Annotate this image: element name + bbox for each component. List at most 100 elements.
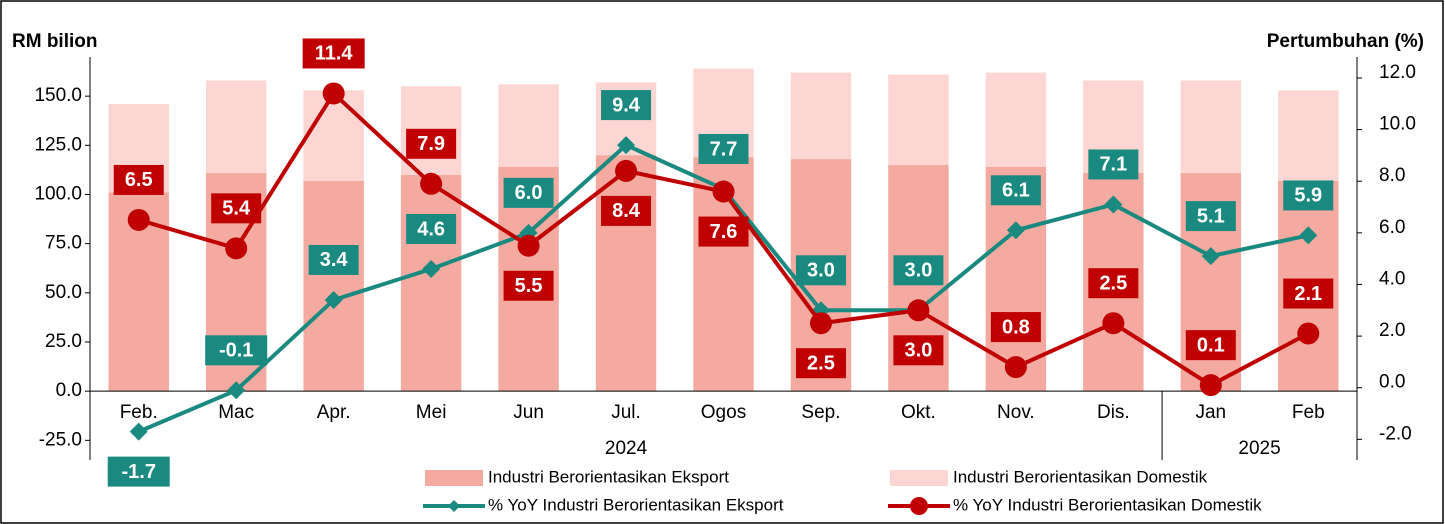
marker — [712, 180, 735, 203]
value-label: 2.5 — [807, 352, 835, 374]
y2-tick-label: 2.0 — [1379, 320, 1405, 341]
marker — [809, 312, 832, 335]
value-label: 3.4 — [320, 249, 349, 271]
y2-tick-label: 0.0 — [1379, 372, 1405, 393]
x-tick-label: Nov. — [997, 402, 1035, 423]
value-label: 5.9 — [1294, 185, 1322, 207]
marker — [127, 208, 150, 231]
marker — [225, 237, 248, 260]
value-label-box — [893, 335, 944, 366]
value-label-box — [990, 175, 1041, 206]
value-label: 11.4 — [315, 43, 354, 65]
y-axis-title: RM bilion — [12, 31, 97, 52]
value-label-box — [406, 213, 457, 244]
marker — [1199, 374, 1222, 397]
value-label: 7.6 — [710, 221, 738, 243]
year-label: 2025 — [1238, 438, 1280, 459]
value-label-box — [990, 312, 1041, 343]
marker — [324, 290, 343, 309]
value-label-box — [302, 38, 365, 69]
marker — [907, 299, 930, 322]
legend-marker — [910, 497, 928, 515]
value-label-box — [503, 270, 554, 301]
y2-axis-title: Pertumbuhan (%) — [1267, 31, 1424, 52]
marker — [227, 381, 246, 400]
x-tick-label: Jun — [513, 402, 544, 423]
marker — [322, 82, 345, 105]
x-tick-label: Mac — [218, 402, 254, 423]
value-label: 6.0 — [515, 182, 543, 204]
y-tick-label: 50.0 — [45, 282, 82, 303]
y2-tick-label: 12.0 — [1379, 62, 1416, 83]
marker — [1102, 312, 1125, 335]
x-tick-label: Feb — [1292, 402, 1325, 423]
value-label: 7.7 — [710, 138, 738, 160]
x-tick-label: Okt. — [901, 402, 936, 423]
value-label-box — [1283, 180, 1334, 211]
y2-tick-label: 8.0 — [1379, 165, 1405, 186]
value-label-box — [113, 164, 164, 195]
y-tick-label: 125.0 — [34, 134, 82, 155]
x-tick-label: Jul. — [611, 402, 641, 423]
value-label-box — [211, 193, 262, 224]
marker — [1104, 195, 1123, 214]
value-label-box — [893, 255, 944, 286]
value-label-box — [1088, 149, 1139, 180]
bar — [303, 180, 364, 392]
bar — [1180, 80, 1242, 173]
value-label-box — [406, 128, 457, 159]
x-tick-label: Dis. — [1097, 402, 1130, 423]
value-label: 4.6 — [417, 218, 445, 240]
marker — [517, 234, 540, 257]
value-label-box — [1088, 268, 1139, 299]
y-tick-label: 25.0 — [45, 331, 82, 352]
y-tick-label: 100.0 — [34, 184, 82, 205]
marker — [615, 159, 638, 182]
value-label: 5.4 — [222, 198, 251, 220]
marker — [1201, 247, 1220, 266]
value-label: 3.0 — [905, 260, 933, 282]
legend-swatch — [425, 470, 483, 486]
x-tick-label: Feb. — [120, 402, 158, 423]
value-label-box — [601, 90, 652, 121]
bar — [303, 90, 364, 181]
value-label-box — [698, 133, 749, 164]
value-label: 0.1 — [1197, 334, 1225, 356]
year-label: 2024 — [605, 438, 648, 459]
legend-label: Industri Berorientasikan Eksport — [488, 467, 729, 486]
x-tick-label: Mei — [416, 402, 447, 423]
x-tick-label: Jan — [1195, 402, 1226, 423]
y-tick-label: 75.0 — [45, 233, 82, 254]
value-label: 3.0 — [807, 260, 835, 282]
legend-marker — [448, 500, 460, 512]
value-label: 7.9 — [417, 133, 445, 155]
value-label: 2.5 — [1099, 272, 1127, 294]
bar — [595, 155, 657, 392]
legend-swatch — [890, 470, 948, 486]
legend-label: Industri Berorientasikan Domestik — [953, 467, 1208, 486]
bar — [205, 80, 267, 173]
value-label: -1.7 — [121, 461, 155, 483]
value-label-box — [795, 255, 846, 286]
bar — [790, 72, 852, 160]
bar — [498, 84, 559, 167]
y-tick-label: -25.0 — [39, 429, 82, 450]
marker — [129, 422, 148, 441]
y2-tick-label: 10.0 — [1379, 114, 1416, 135]
value-label-box — [503, 177, 554, 208]
y-tick-label: 0.0 — [56, 380, 82, 401]
legend-label: % YoY Industri Berorientasikan Domestik — [953, 495, 1262, 514]
value-label-box — [205, 335, 268, 366]
marker — [1006, 221, 1025, 240]
value-label-box — [1283, 278, 1334, 309]
x-tick-label: Apr. — [317, 402, 351, 423]
value-label-box — [795, 348, 846, 379]
bar — [400, 174, 462, 392]
y2-tick-label: -2.0 — [1379, 423, 1412, 444]
marker — [1297, 322, 1320, 345]
value-label-box — [698, 216, 749, 247]
marker — [1004, 356, 1027, 379]
value-label: 5.1 — [1197, 205, 1225, 227]
value-label: 7.1 — [1099, 154, 1127, 176]
